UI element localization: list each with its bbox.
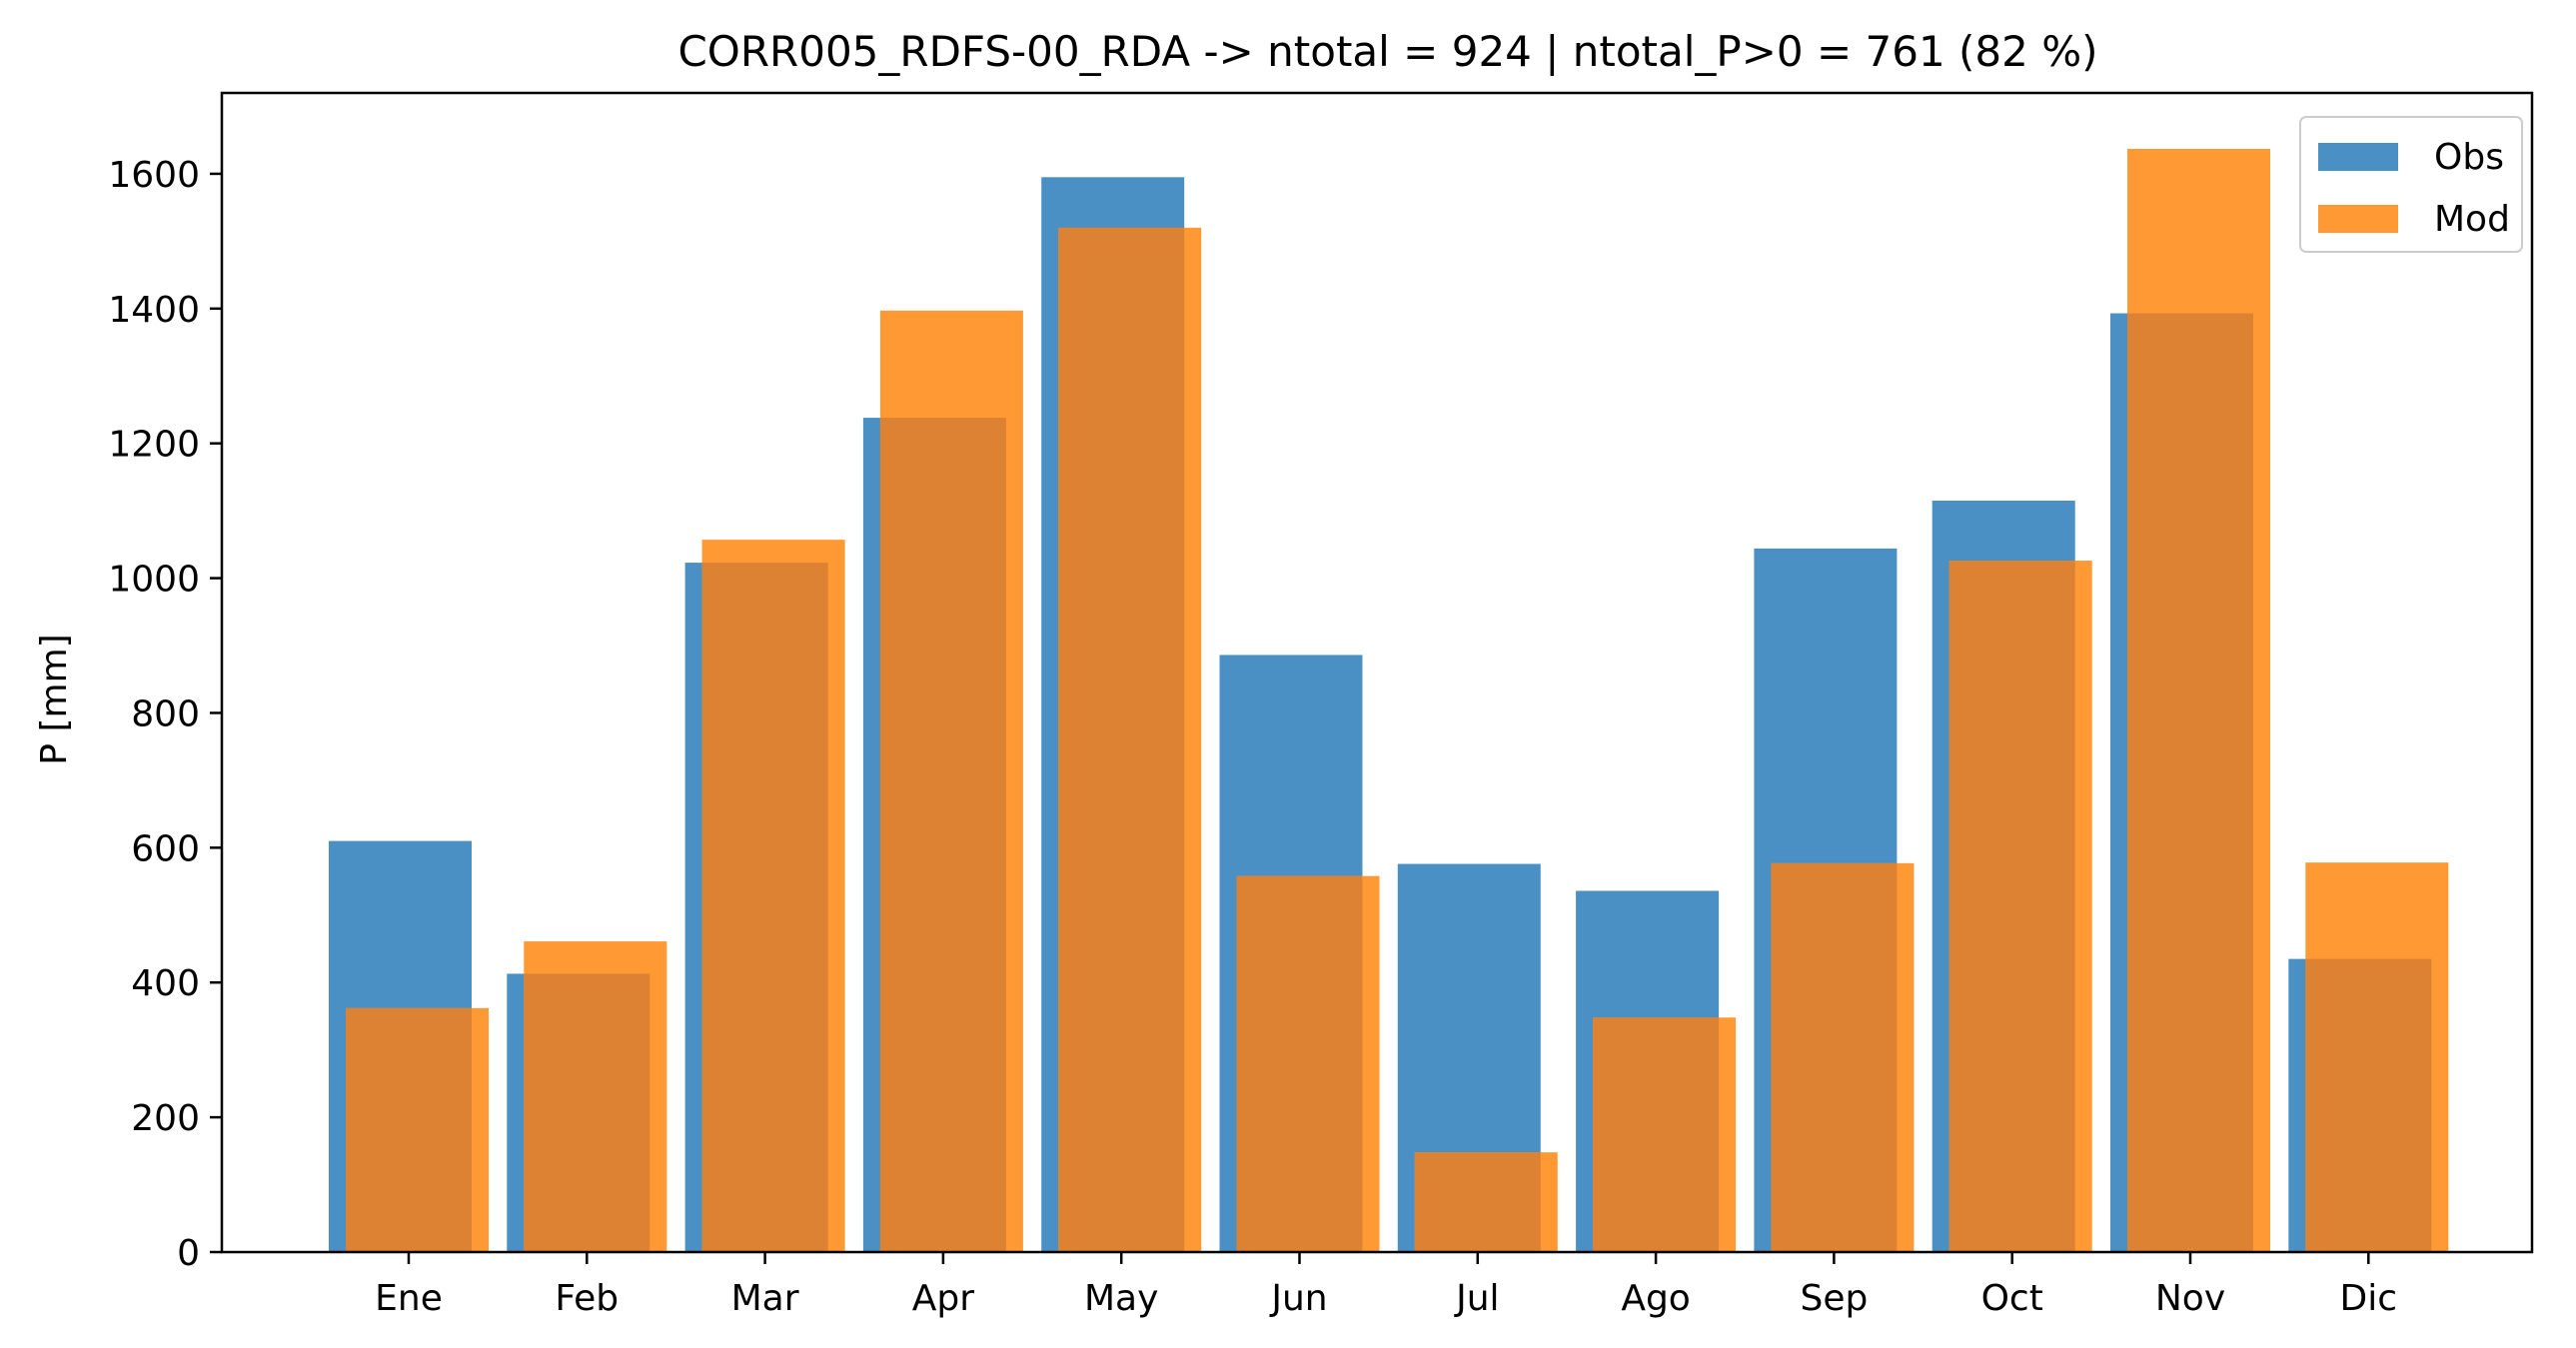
y-axis-title: P [mm] — [34, 634, 75, 764]
bar-overlap-oct — [1948, 561, 2075, 1252]
legend-label-obs: Obs — [2434, 137, 2504, 178]
y-tick-label: 1600 — [108, 155, 200, 196]
bar-overlap-mar — [701, 563, 828, 1252]
legend-swatch-mod — [2318, 205, 2398, 233]
y-tick-label: 800 — [131, 693, 200, 734]
y-tick-label: 1000 — [108, 560, 200, 601]
legend-label-mod: Mod — [2434, 199, 2510, 240]
x-tick-label: Ago — [1621, 1278, 1691, 1319]
bar-overlap-jul — [1414, 1152, 1541, 1252]
bar-overlap-ago — [1593, 1017, 1720, 1252]
legend: Obs Mod — [2299, 116, 2523, 253]
bar-overlap-feb — [524, 973, 650, 1252]
y-tick-label: 400 — [131, 963, 200, 1004]
x-tick-label: Oct — [1981, 1278, 2043, 1319]
x-tick-label: May — [1084, 1278, 1158, 1319]
axes-group: 0 200 400 600 800 1000 1200 1400 1600 Ene Feb Mar Ap… — [108, 91, 2534, 1319]
x-tick-label: Dic — [2340, 1278, 2398, 1319]
bar-overlap-may — [1058, 227, 1185, 1252]
y-tick-label: 0 — [177, 1233, 200, 1274]
x-tick-label: Sep — [1800, 1278, 1868, 1319]
bar-overlap-jun — [1236, 875, 1363, 1252]
y-tick-label: 1400 — [108, 290, 200, 331]
legend-swatch-obs — [2318, 143, 2398, 171]
x-tick-label: Feb — [555, 1278, 619, 1319]
y-tick-label: 200 — [131, 1098, 200, 1139]
bars-group — [329, 148, 2449, 1252]
x-tick-label: Jul — [1454, 1278, 1499, 1319]
x-tick-label: Nov — [2155, 1278, 2225, 1319]
y-tick-label: 1200 — [108, 425, 200, 466]
bar-overlap-sep — [1771, 862, 1898, 1252]
x-tick-label: Mar — [731, 1278, 799, 1319]
y-tick-label: 600 — [131, 828, 200, 869]
plot-frame — [220, 91, 2534, 1254]
bar-overlap-dic — [2305, 958, 2432, 1252]
bar-overlap-apr — [879, 418, 1006, 1252]
chart-title: CORR005_RDFS-00_RDA -> ntotal = 924 | nt… — [677, 27, 2097, 76]
x-tick-label: Apr — [912, 1278, 974, 1319]
x-tick-label: Ene — [375, 1278, 443, 1319]
x-tick-label: Jun — [1269, 1278, 1327, 1319]
bar-overlap-ene — [346, 1007, 472, 1252]
bar-overlap-nov — [2127, 313, 2253, 1252]
